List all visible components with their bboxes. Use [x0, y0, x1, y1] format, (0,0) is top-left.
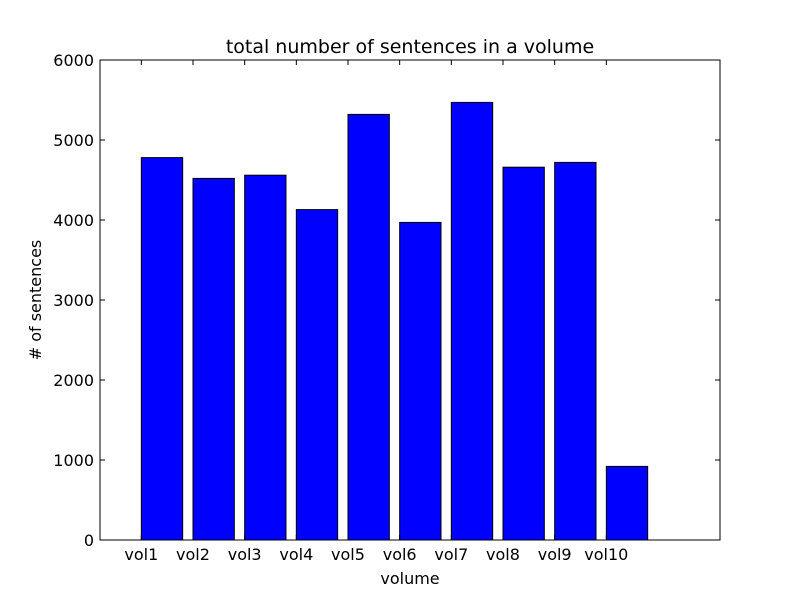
- bar-vol5: [347, 113, 390, 541]
- x-tick-label: vol2: [176, 545, 210, 564]
- y-tick-label: 3000: [53, 291, 94, 310]
- x-tick-label: vol3: [228, 545, 262, 564]
- x-tick-label: vol6: [383, 545, 417, 564]
- y-tick-label: 4000: [53, 211, 94, 230]
- x-tick-label: vol7: [434, 545, 468, 564]
- y-tick-label: 1000: [53, 451, 94, 470]
- ticks-layer: vol1 vol2 vol3 vol4 vol5 vol6 vol7 vol8 vol9 vol1…: [53, 51, 720, 564]
- bars-layer: [140, 101, 649, 541]
- bar-vol2: [192, 177, 235, 541]
- x-tick-label: vol4: [279, 545, 313, 564]
- x-axis-label: volume: [380, 569, 439, 588]
- y-tick-label: 6000: [53, 51, 94, 70]
- bar-vol1: [140, 157, 184, 541]
- x-tick-label: vol5: [331, 545, 365, 564]
- x-tick-label: vol8: [486, 545, 520, 564]
- bar-vol3: [244, 174, 287, 541]
- x-tick-label: vol1: [124, 545, 158, 564]
- y-axis-label: # of sentences: [26, 240, 45, 361]
- bar-vol9: [554, 161, 597, 541]
- bar-vol6: [399, 221, 442, 541]
- x-tick-label: vol10: [584, 545, 628, 564]
- bar-vol10: [605, 465, 649, 541]
- bar-vol4: [295, 209, 339, 541]
- chart-title: total number of sentences in a volume: [226, 36, 594, 58]
- bar-vol7: [450, 101, 494, 541]
- x-tick-label: vol9: [538, 545, 572, 564]
- y-tick-label: 2000: [53, 371, 94, 390]
- y-tick-label: 5000: [53, 131, 94, 150]
- y-tick-label: 0: [84, 531, 94, 550]
- bar-vol8: [502, 166, 545, 541]
